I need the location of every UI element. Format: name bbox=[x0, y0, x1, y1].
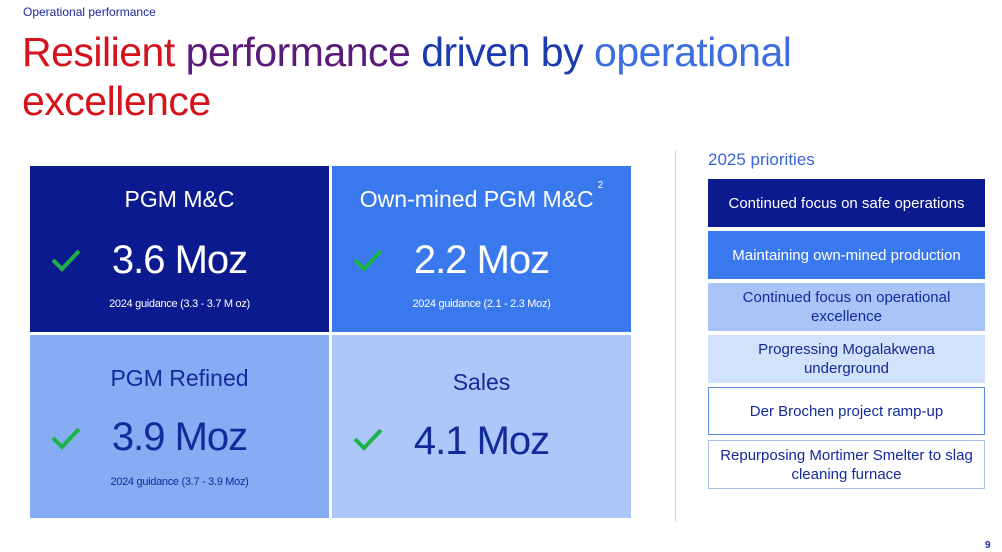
tile-value: 4.1 Moz bbox=[413, 419, 550, 463]
tile-heading: PGM M&C bbox=[124, 186, 235, 212]
tile-heading-text: Own-mined PGM M&C bbox=[359, 186, 594, 212]
vertical-divider bbox=[675, 150, 676, 522]
check-icon bbox=[353, 428, 383, 451]
tile-heading: PGM Refined bbox=[110, 365, 249, 391]
tile-guidance: 2024 guidance (2.1 - 2.3 Moz) bbox=[412, 298, 551, 310]
tile-heading: Sales bbox=[452, 369, 511, 395]
tile-sales: Sales 4.1 Moz bbox=[332, 335, 631, 518]
page-number: 9 bbox=[985, 540, 991, 551]
section-label: Operational performance bbox=[23, 5, 156, 19]
priorities-heading: 2025 priorities bbox=[708, 150, 815, 169]
priority-item: Continued focus on safe operations bbox=[708, 179, 985, 227]
priority-item: Continued focus on operational excellenc… bbox=[708, 283, 985, 331]
tile-guidance: 2024 guidance (3.7 - 3.9 Moz) bbox=[110, 476, 249, 488]
tile-value: 3.6 Moz bbox=[111, 238, 248, 282]
title-word: Resilient bbox=[22, 29, 175, 75]
check-icon bbox=[51, 427, 81, 450]
page-title: Resilient performance driven by operatio… bbox=[22, 28, 902, 126]
tile-value: 3.9 Moz bbox=[111, 415, 248, 459]
tile-guidance: 2024 guidance (3.3 - 3.7 M oz) bbox=[109, 298, 250, 310]
tile-heading: Own-mined PGM M&C2 bbox=[332, 180, 631, 213]
priority-item: Der Brochen project ramp-up bbox=[708, 387, 985, 435]
check-icon bbox=[51, 249, 81, 272]
title-word: driven bbox=[421, 29, 530, 75]
metrics-grid: PGM M&C 3.6 Moz 2024 guidance (3.3 - 3.7… bbox=[30, 166, 632, 518]
priority-item: Repurposing Mortimer Smelter to slag cle… bbox=[708, 440, 985, 489]
tile-pgm-mc: PGM M&C 3.6 Moz 2024 guidance (3.3 - 3.7… bbox=[30, 166, 329, 332]
title-word: by bbox=[540, 29, 584, 75]
tile-own-mined: Own-mined PGM M&C2 2.2 Moz 2024 guidance… bbox=[332, 166, 631, 332]
title-word: performance bbox=[185, 29, 411, 75]
footnote-marker: 2 bbox=[597, 180, 604, 191]
title-word: operational bbox=[594, 29, 792, 75]
priority-item: Maintaining own-mined production bbox=[708, 231, 985, 279]
tile-value: 2.2 Moz bbox=[413, 238, 550, 282]
priority-item: Progressing Mogalakwena underground bbox=[708, 335, 985, 383]
check-icon bbox=[353, 249, 383, 272]
title-word: excellence bbox=[22, 78, 211, 124]
tile-pgm-refined: PGM Refined 3.9 Moz 2024 guidance (3.7 -… bbox=[30, 335, 329, 518]
